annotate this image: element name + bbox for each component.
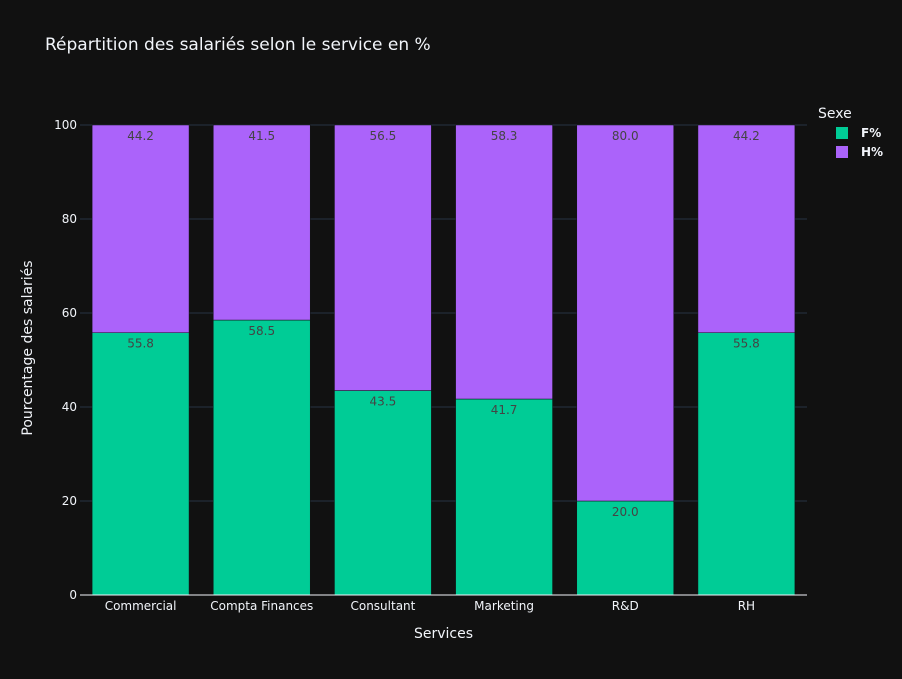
bar-value-label: 44.2 [733, 129, 760, 143]
bar-f[interactable] [91, 332, 190, 596]
y-tick-label: 40 [62, 400, 77, 414]
legend-title: Sexe [818, 106, 852, 122]
bar-f[interactable] [576, 500, 674, 596]
x-axis-title: Services [414, 626, 473, 642]
y-axis-title: Pourcentage des salariés [20, 260, 36, 435]
bar-value-label: 44.2 [127, 129, 154, 143]
legend-item-label[interactable]: F% [861, 126, 881, 140]
y-tick-label: 0 [69, 588, 77, 602]
legend-item-label[interactable]: H% [861, 145, 883, 159]
bar-h[interactable] [576, 124, 674, 502]
bar-h[interactable] [697, 124, 796, 333]
bar-f[interactable] [334, 390, 432, 596]
bar-value-label: 58.5 [248, 324, 275, 338]
y-tick-label: 20 [62, 494, 77, 508]
bar-h[interactable] [334, 124, 432, 391]
bar-f[interactable] [213, 319, 311, 596]
axes: 0 20 40 60 80 100 Commercial Compta Finances Con… [54, 118, 807, 613]
bar-f[interactable] [697, 332, 796, 596]
bar-value-label: 41.5 [248, 129, 275, 143]
bar-value-label: 58.3 [491, 129, 518, 143]
legend-swatch[interactable] [836, 127, 848, 139]
bar-h[interactable] [213, 124, 311, 321]
x-tick-label: Consultant [350, 599, 415, 613]
bars[interactable] [91, 124, 796, 596]
y-tick-label: 100 [54, 118, 77, 132]
x-tick-label: RH [738, 599, 755, 613]
bar-value-label: 55.8 [127, 337, 154, 351]
x-tick-label: R&D [612, 599, 639, 613]
x-tick-label: Commercial [105, 599, 177, 613]
grid-lines [80, 124, 807, 502]
bar-value-label: 56.5 [370, 129, 397, 143]
x-tick-label: Marketing [474, 599, 534, 613]
bar-h[interactable] [455, 124, 553, 400]
y-tick-label: 60 [62, 306, 77, 320]
bar-h[interactable] [91, 124, 190, 333]
bar-value-label: 55.8 [733, 337, 760, 351]
bar-value-label: 41.7 [491, 403, 518, 417]
bar-value-label: 80.0 [612, 129, 639, 143]
x-tick-label: Compta Finances [210, 599, 313, 613]
bar-value-label: 43.5 [370, 395, 397, 409]
bar-f[interactable] [455, 398, 553, 596]
chart-title: Répartition des salariés selon le servic… [45, 35, 431, 55]
legend-swatch[interactable] [836, 146, 848, 158]
bar-value-label: 20.0 [612, 505, 639, 519]
data-labels: 55.8 44.2 58.5 41.5 43.5 56.5 41.7 58.3 20.0 80.0… [127, 129, 760, 519]
legend[interactable]: Sexe F% H% [818, 106, 883, 159]
y-tick-label: 80 [62, 212, 77, 226]
